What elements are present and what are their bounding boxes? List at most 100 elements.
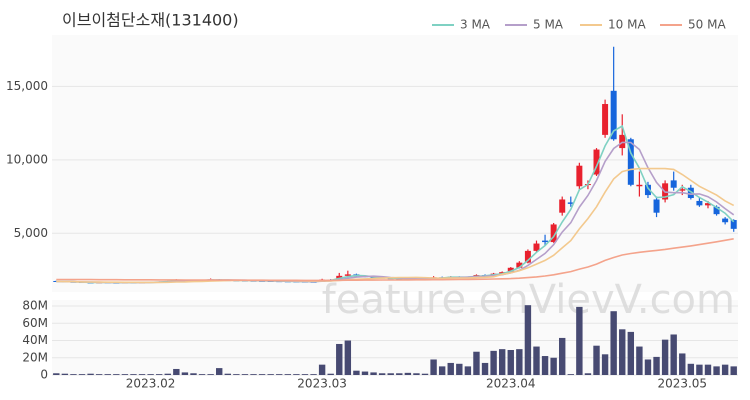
volume-bar [567,374,574,375]
volume-bar [653,356,660,375]
y-tick-label: 40M [22,333,48,347]
volume-bar [53,373,60,375]
volume-bar [498,349,506,375]
volume-bar [421,373,429,375]
y-tick-label: 15,000 [6,79,48,93]
volume-bar [473,351,480,375]
x-tick-label: 2023.05 [657,377,707,391]
volume-bar [576,306,583,375]
volume-bar [730,366,737,375]
volume-bar [481,362,489,375]
candle-body [713,206,720,215]
volume-bar [155,374,163,375]
candle-body [670,180,677,188]
candle-body [653,199,660,213]
candle-body [550,224,557,243]
candle-body [533,243,540,251]
volume-bar [78,374,86,375]
candle-body [730,220,737,229]
candle-body [524,250,531,263]
candle-body [696,200,703,206]
volume-bar [696,364,703,375]
candle-body [53,280,60,282]
volume-bar [593,345,600,375]
candle-body [576,165,583,187]
volume-bar [533,346,540,375]
volume-bar [190,373,197,375]
x-tick-label: 2023.03 [297,377,347,391]
volume-bar [293,374,300,375]
candle-body [627,139,634,185]
volume-bar [284,374,292,375]
volume-bar [276,374,283,375]
volume-bar [713,366,720,375]
volume-bar [147,374,154,375]
volume-bar [250,374,257,375]
y-tick-label: 0 [40,368,48,382]
volume-bar [447,362,454,375]
candle-body [602,104,609,135]
volume-bar [224,373,231,375]
legend-label: 5 MA [533,18,564,32]
volume-bar [687,363,695,375]
candle-body [567,202,574,204]
volume-bar [138,374,146,375]
volume-bar [430,359,437,375]
legend-label: 10 MA [608,18,646,32]
ma-line [56,167,735,284]
volume-bar [113,374,120,375]
volume-bar [670,334,677,375]
legend-label: 50 MA [688,18,726,32]
volume-bar [216,368,223,375]
candle-body [593,149,600,175]
volume-bar [721,364,729,375]
candle-body [516,262,523,268]
volume-bar [464,366,472,375]
candle-body [687,187,694,199]
candle-body [610,90,617,140]
volume-bar [301,374,309,375]
volume-bar [627,331,635,375]
candle-body [679,189,686,191]
volume-bar [516,349,523,375]
volume-bar [344,340,352,375]
volume-bar [396,373,403,375]
volume-bar [610,311,617,375]
volume-bar [173,368,180,375]
candle-body [704,203,711,206]
volume-bar [164,373,171,375]
y-tick-label: 80M [22,299,48,313]
volume-bar [559,337,566,375]
price-plot-area [52,35,738,292]
volume-bar [327,373,334,375]
volume-bar [121,374,129,375]
volume-bar [644,359,652,375]
candle-body [344,274,351,276]
volume-bar [507,350,514,375]
volume-bar [104,374,111,375]
volume-bar [353,370,360,375]
candle-body [636,184,643,187]
volume-bar [524,305,532,375]
volume-bar [207,374,214,375]
chart-title: 이브이첨단소재(131400) [62,11,239,30]
volume-bar [95,374,103,375]
volume-bar [130,374,137,375]
volume-bar [404,372,412,375]
candle-body [507,267,514,273]
volume-bar [490,350,497,375]
x-tick-label: 2023.04 [486,377,536,391]
volume-bar [378,373,386,375]
volume-bar [70,374,77,375]
volume-bar [241,374,249,375]
y-tick-label: 60M [22,316,48,330]
volume-bar [61,373,69,375]
volume-bar [456,363,463,375]
volume-bar [258,374,266,375]
volume-bar [704,364,712,375]
volume-bar [87,373,94,375]
candle-body [619,134,626,149]
volume-bar [679,353,686,375]
volume-bar [318,364,326,375]
